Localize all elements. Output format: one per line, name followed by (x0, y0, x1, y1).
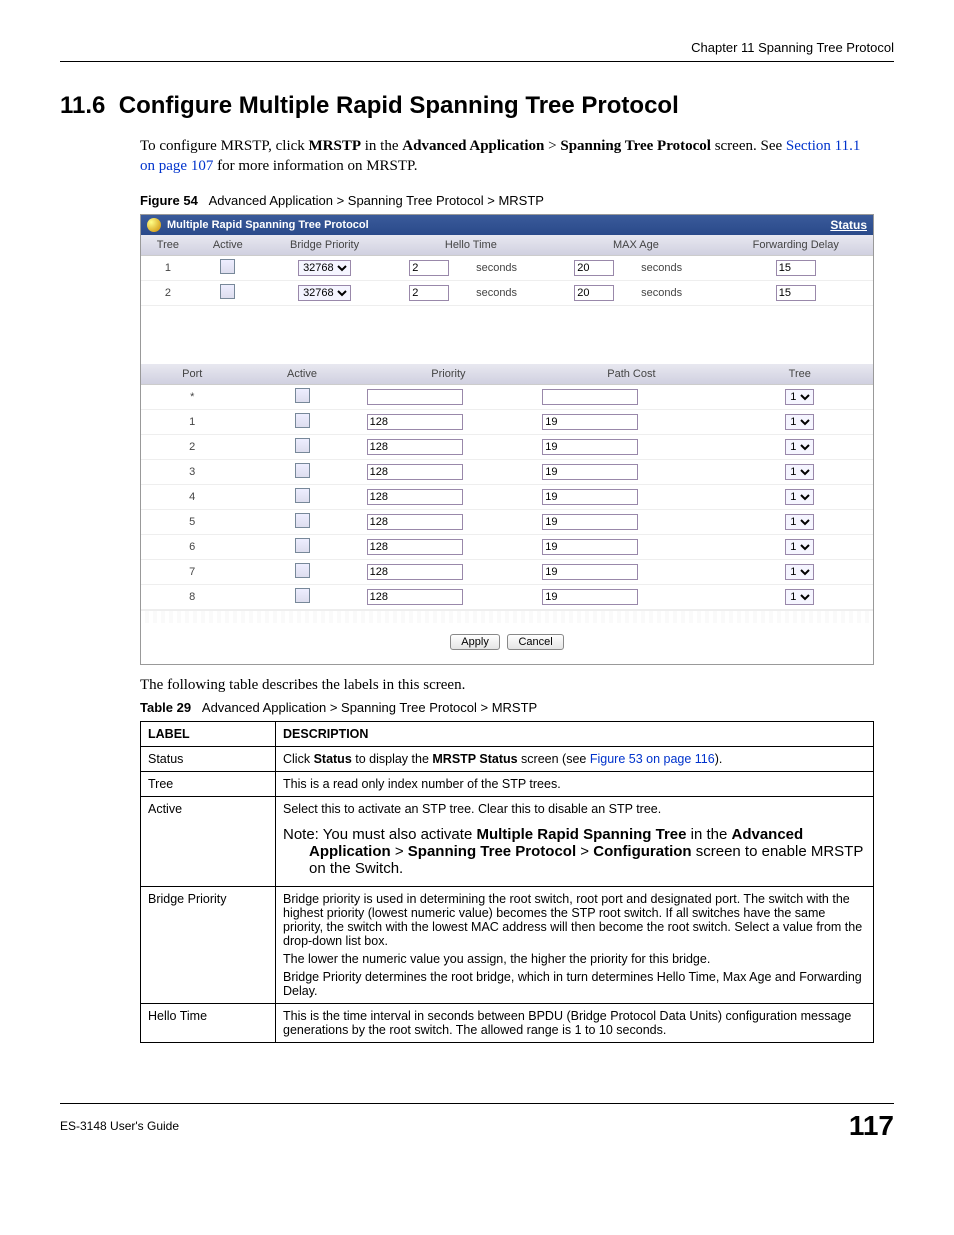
panel-icon (147, 218, 161, 232)
col-pathcost: Path Cost (536, 364, 726, 385)
col-fwd: Forwarding Delay (719, 235, 874, 256)
port-active-checkbox[interactable] (295, 438, 310, 453)
col-active: Active (243, 364, 360, 385)
port-priority-input[interactable] (367, 514, 463, 530)
hello-time-input[interactable] (409, 285, 449, 301)
fwd-delay-input[interactable] (776, 285, 816, 301)
port-row: 41 (141, 485, 873, 510)
desc-row-tree: Tree This is a read only index number of… (141, 771, 874, 796)
active-checkbox[interactable] (220, 259, 235, 274)
port-active-checkbox[interactable] (295, 463, 310, 478)
section-title-text: Configure Multiple Rapid Spanning Tree P… (119, 92, 679, 119)
port-active-checkbox[interactable] (295, 563, 310, 578)
col-active: Active (195, 235, 261, 256)
port-table: Port Active Priority Path Cost Tree *111… (141, 364, 873, 610)
table-intro: The following table describes the labels… (140, 677, 874, 694)
port-priority-input[interactable] (367, 414, 463, 430)
port-pathcost-input[interactable] (542, 564, 638, 580)
figure-link[interactable]: Figure 53 on page 116 (590, 752, 715, 766)
max-age-input[interactable] (574, 260, 614, 276)
port-active-checkbox[interactable] (295, 488, 310, 503)
desc-row-active: Active Select this to activate an STP tr… (141, 796, 874, 886)
table-caption: Table 29 Advanced Application > Spanning… (140, 700, 874, 715)
port-row: 51 (141, 510, 873, 535)
col-tree: Tree (141, 235, 195, 256)
footer-guide-name: ES-3148 User's Guide (60, 1119, 179, 1133)
active-checkbox[interactable] (220, 284, 235, 299)
port-tree-select[interactable]: 1 (785, 489, 814, 505)
panel-title-text: Multiple Rapid Spanning Tree Protocol (167, 218, 369, 230)
section-heading: 11.6 Configure Multiple Rapid Spanning T… (60, 92, 894, 120)
port-pathcost-input[interactable] (542, 589, 638, 605)
port-row: 71 (141, 560, 873, 585)
port-row: 61 (141, 535, 873, 560)
col-port: Port (141, 364, 243, 385)
figure-caption: Figure 54 Advanced Application > Spannin… (140, 193, 874, 208)
desc-row-status: Status Click Status to display the MRSTP… (141, 746, 874, 771)
port-row: 21 (141, 435, 873, 460)
mrstp-config-panel: Multiple Rapid Spanning Tree Protocol St… (140, 214, 874, 665)
port-pathcost-input[interactable] (542, 464, 638, 480)
port-pathcost-input[interactable] (542, 539, 638, 555)
desc-row-bridge-priority: Bridge Priority Bridge priority is used … (141, 886, 874, 1003)
table-truncation-indicator (141, 610, 873, 623)
port-tree-select[interactable]: 1 (785, 564, 814, 580)
port-row: 81 (141, 585, 873, 610)
page-footer: ES-3148 User's Guide 117 (60, 1103, 894, 1142)
chapter-header: Chapter 11 Spanning Tree Protocol (60, 40, 894, 62)
port-active-checkbox[interactable] (295, 413, 310, 428)
port-priority-input[interactable] (367, 564, 463, 580)
th-label: LABEL (141, 721, 276, 746)
max-age-input[interactable] (574, 285, 614, 301)
status-link[interactable]: Status (830, 218, 867, 232)
port-pathcost-input[interactable] (542, 439, 638, 455)
desc-row-hello-time: Hello Time This is the time interval in … (141, 1003, 874, 1042)
port-row: 31 (141, 460, 873, 485)
port-tree-select[interactable]: 1 (785, 439, 814, 455)
bridge-priority-select[interactable]: 32768 (298, 260, 351, 276)
port-tree-select[interactable]: 1 (785, 414, 814, 430)
port-pathcost-input[interactable] (542, 489, 638, 505)
tree-row: 2 32768 seconds seconds (141, 281, 873, 306)
section-number: 11.6 (60, 92, 105, 119)
port-active-checkbox[interactable] (295, 388, 310, 403)
port-pathcost-input[interactable] (542, 514, 638, 530)
port-row: *1 (141, 385, 873, 410)
hello-time-input[interactable] (409, 260, 449, 276)
col-maxage: MAX Age (553, 235, 718, 256)
port-priority-input[interactable] (367, 389, 463, 405)
port-priority-input[interactable] (367, 464, 463, 480)
col-priority: Priority (361, 364, 537, 385)
port-tree-select[interactable]: 1 (785, 539, 814, 555)
port-pathcost-input[interactable] (542, 414, 638, 430)
col-hello: Hello Time (388, 235, 553, 256)
port-tree-select[interactable]: 1 (785, 589, 814, 605)
port-priority-input[interactable] (367, 489, 463, 505)
port-priority-input[interactable] (367, 439, 463, 455)
port-tree-select[interactable]: 1 (785, 464, 814, 480)
fwd-delay-input[interactable] (776, 260, 816, 276)
port-active-checkbox[interactable] (295, 513, 310, 528)
port-tree-select[interactable]: 1 (785, 514, 814, 530)
port-row: 11 (141, 410, 873, 435)
tree-table: Tree Active Bridge Priority Hello Time M… (141, 235, 873, 306)
col-bp: Bridge Priority (261, 235, 389, 256)
bridge-priority-select[interactable]: 32768 (298, 285, 351, 301)
port-active-checkbox[interactable] (295, 588, 310, 603)
port-pathcost-input[interactable] (542, 389, 638, 405)
port-tree-select[interactable]: 1 (785, 389, 814, 405)
col-tree: Tree (727, 364, 873, 385)
description-table: LABEL DESCRIPTION Status Click Status to… (140, 721, 874, 1043)
port-active-checkbox[interactable] (295, 538, 310, 553)
apply-button[interactable]: Apply (450, 634, 500, 650)
intro-paragraph: To configure MRSTP, click MRSTP in the A… (140, 136, 874, 177)
port-priority-input[interactable] (367, 539, 463, 555)
th-description: DESCRIPTION (276, 721, 874, 746)
port-priority-input[interactable] (367, 589, 463, 605)
cancel-button[interactable]: Cancel (507, 634, 563, 650)
tree-row: 1 32768 seconds seconds (141, 256, 873, 281)
footer-page-number: 117 (849, 1110, 894, 1142)
